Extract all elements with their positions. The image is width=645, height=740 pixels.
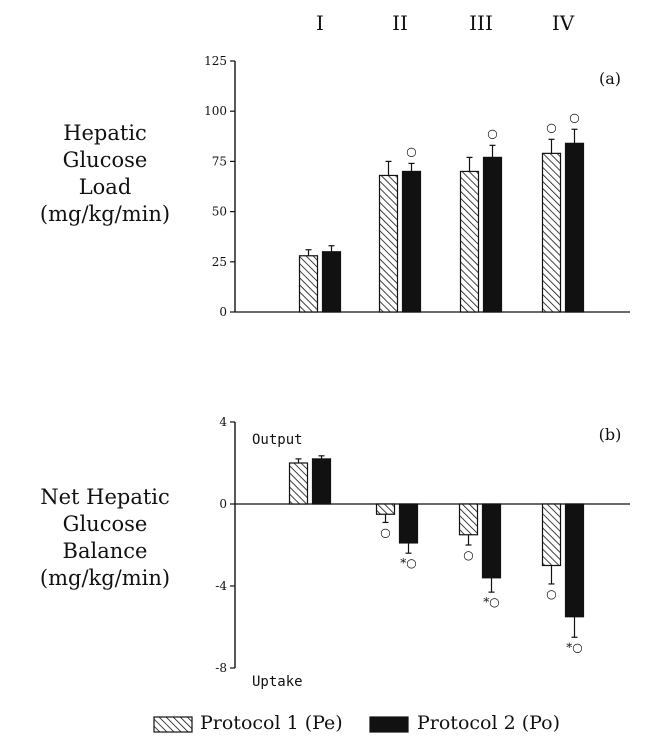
panel-label: (a) [599,69,621,88]
bar-protocol-2 [482,156,503,313]
legend-item-protocol-2: Protocol 2 (Po) [417,712,560,734]
y-tick-label: 100 [204,104,227,118]
bar-protocol-2 [398,503,419,544]
legend-swatch-solid [369,716,409,733]
bar-protocol-1 [459,170,480,313]
significance-mark: ○ [406,144,416,158]
y-tick-label: 75 [212,154,227,168]
bar-protocol-1 [288,462,309,505]
significance-mark: ○ [546,587,556,601]
category-label: III [469,11,493,35]
category-label: II [392,11,408,35]
bar-protocol-2 [311,458,332,505]
bar-protocol-2 [401,170,422,313]
y-tick-label: 50 [212,205,227,219]
y-tick-label: 4 [219,415,227,429]
y-tick-label: 0 [219,305,227,319]
significance-mark: ○ [380,525,390,539]
chart-net-hepatic-glucose-balance: 4 0 -4 -8 (b) Output Uptake ○ ○ ○ *○ *○ *○ [215,415,630,690]
bar-protocol-2 [321,251,342,313]
bar-protocol-1 [375,503,396,515]
category-label: IV [552,11,575,35]
bar-protocol-1 [298,255,319,313]
bar-protocol-1 [458,503,479,536]
legend-item-protocol-1: Protocol 1 (Pe) [200,712,343,734]
annotation-output: Output [252,432,303,448]
significance-mark: *○ [483,595,499,609]
significance-mark: ○ [546,120,556,134]
category-label: I [316,11,324,35]
y-tick-label: 125 [204,54,227,68]
significance-mark: ○ [487,126,497,140]
bar-protocol-2 [564,142,585,313]
bar-protocol-1 [541,503,562,567]
y-tick-label: 25 [212,255,227,269]
significance-mark: ○ [569,110,579,124]
panel-label: (b) [599,425,622,444]
bar-protocol-1 [541,152,562,313]
legend-swatch-hatched [153,716,193,733]
legend-swatches [153,716,409,733]
significance-mark: *○ [566,640,582,654]
bar-protocol-2 [564,503,585,618]
ylabel-hepatic-glucose-load: Hepatic Glucose Load (mg/kg/min) [39,121,171,226]
significance-mark: *○ [400,556,416,570]
ylabel-net-hepatic-glucose-balance: Net Hepatic Glucose Balance (mg/kg/min) [39,485,171,590]
annotation-uptake: Uptake [252,674,303,690]
y-tick-label: -4 [215,579,227,593]
bar-protocol-2 [481,503,502,579]
significance-mark: ○ [463,548,473,562]
y-tick-label: 0 [219,497,227,511]
bar-protocol-1 [378,174,399,313]
y-tick-label: -8 [215,661,227,675]
